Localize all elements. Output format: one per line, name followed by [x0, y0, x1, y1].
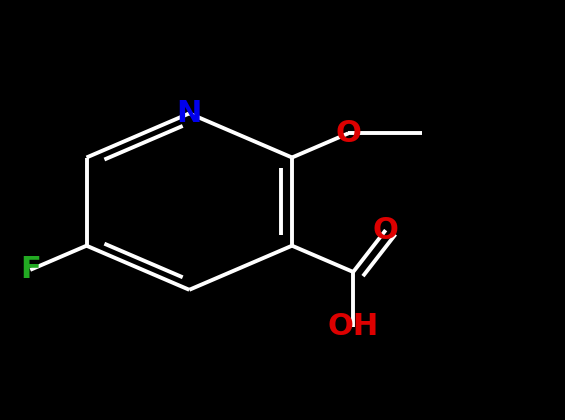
- Text: OH: OH: [328, 312, 379, 341]
- Text: N: N: [177, 99, 202, 128]
- Text: O: O: [336, 119, 361, 148]
- Text: O: O: [373, 215, 399, 244]
- Text: F: F: [20, 255, 41, 284]
